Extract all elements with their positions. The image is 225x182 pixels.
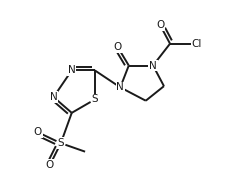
Text: O: O	[34, 127, 42, 137]
Text: O: O	[46, 160, 54, 170]
Text: Cl: Cl	[191, 39, 201, 49]
Text: O: O	[113, 42, 122, 52]
Text: S: S	[91, 94, 98, 104]
Text: N: N	[50, 92, 57, 102]
Text: N: N	[148, 61, 156, 70]
Text: N: N	[68, 65, 75, 75]
Text: S: S	[57, 138, 64, 148]
Text: O: O	[155, 21, 164, 30]
Text: N: N	[116, 82, 124, 92]
